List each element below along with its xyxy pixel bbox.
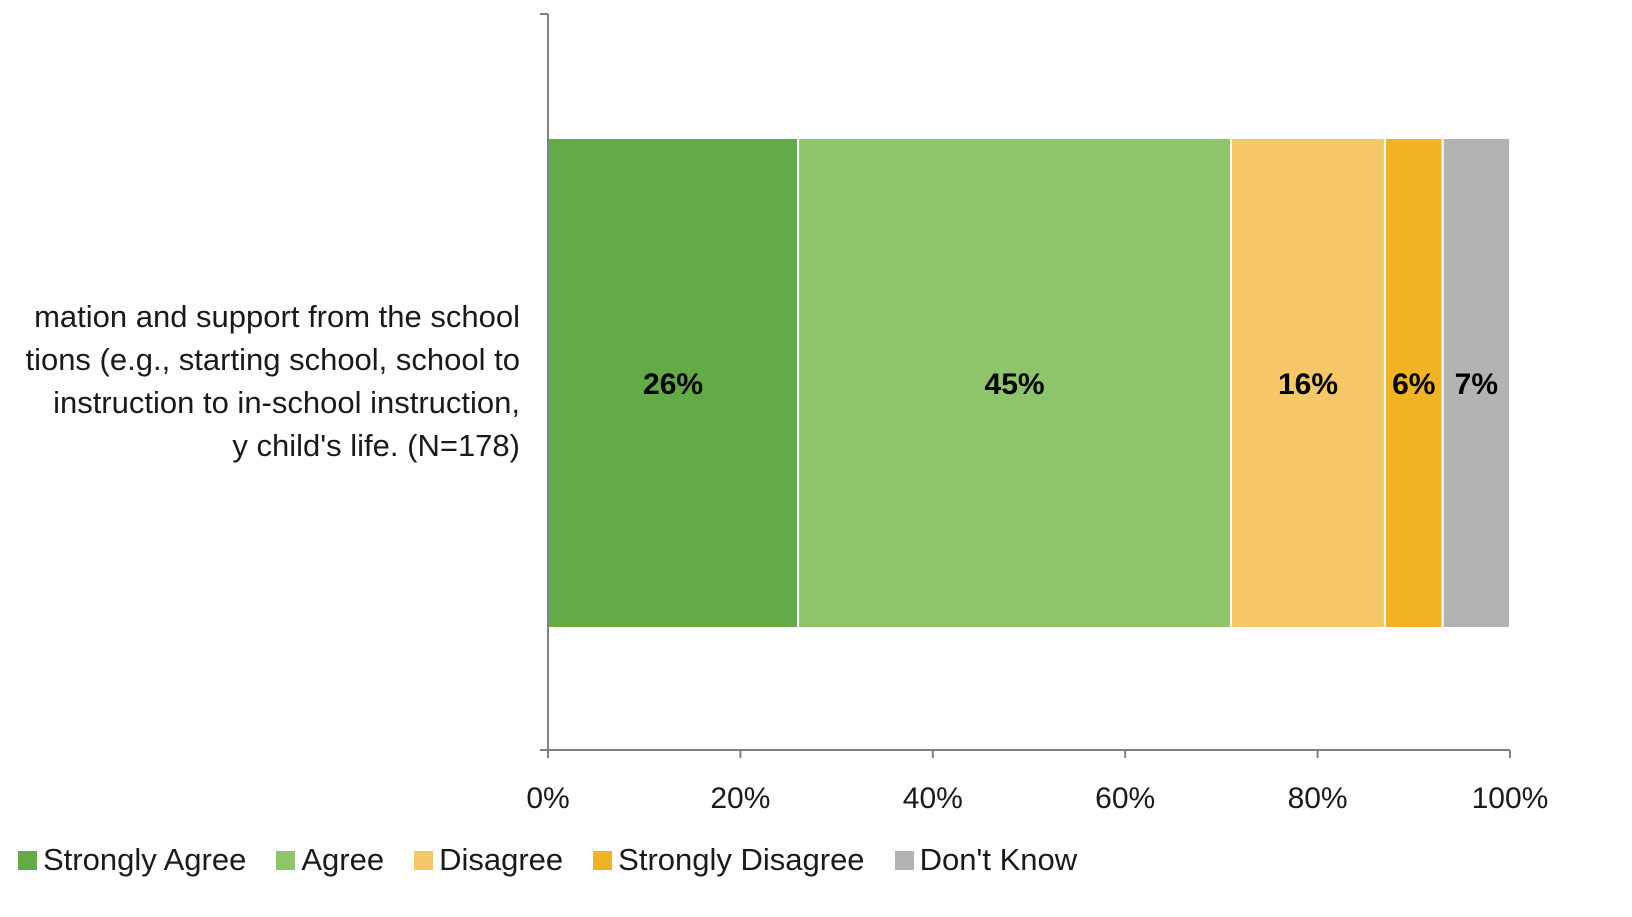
legend-label: Disagree [439, 842, 564, 877]
x-tick-label: 80% [1288, 782, 1348, 815]
data-label: 26% [643, 368, 703, 401]
bar-segment [547, 137, 800, 629]
legend-item: Disagree [414, 842, 563, 878]
legend-item: Strongly Agree [18, 842, 246, 878]
legend-item: Agree [276, 842, 384, 878]
data-label: 7% [1455, 368, 1498, 401]
legend-label: Agree [301, 842, 385, 877]
bar-segment [1383, 137, 1444, 629]
data-label: 45% [985, 368, 1045, 401]
x-tick-label: 100% [1472, 782, 1549, 815]
x-tick-label: 40% [903, 782, 963, 815]
bar-segment [797, 137, 1233, 629]
category-label: mation and support from the school tions… [25, 299, 520, 463]
bar-segment [1230, 137, 1386, 629]
legend-item: Strongly Disagree [593, 842, 865, 878]
legend-swatch [276, 850, 296, 870]
data-label: 6% [1392, 368, 1435, 401]
x-tick-label: 0% [526, 782, 569, 815]
data-label: 16% [1278, 368, 1338, 401]
legend-label: Strongly Disagree [618, 842, 865, 877]
x-tick-label: 60% [1095, 782, 1155, 815]
legend-label: Strongly Agree [43, 842, 247, 877]
legend-swatch [414, 850, 434, 870]
x-tick-label: 20% [710, 782, 770, 815]
legend: Strongly Agree Agree Disagree Strongly Disa… [18, 842, 1107, 878]
legend-swatch [894, 850, 914, 870]
bar-segment [1441, 137, 1512, 629]
legend-item: Don't Know [894, 842, 1078, 878]
legend-swatch [593, 850, 613, 870]
legend-swatch [18, 850, 37, 870]
legend-label: Don't Know [919, 842, 1078, 877]
